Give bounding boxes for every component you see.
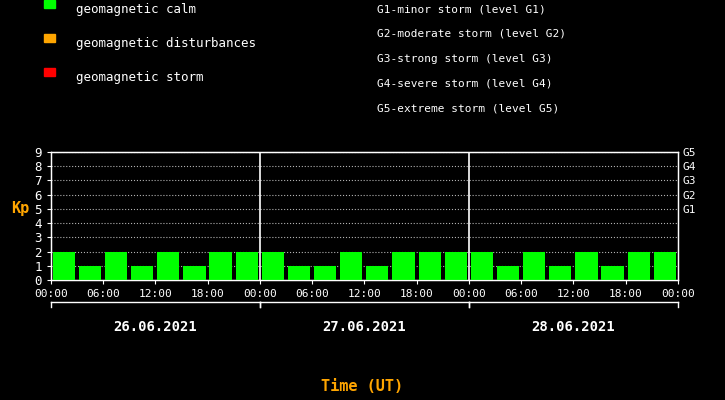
Text: G4-severe storm (level G4): G4-severe storm (level G4) [377, 78, 552, 88]
Bar [549, 266, 571, 280]
Y-axis label: Kp: Kp [11, 201, 30, 216]
Text: geomagnetic calm: geomagnetic calm [76, 3, 196, 16]
Bar [262, 252, 284, 280]
Bar [366, 266, 389, 280]
Text: G3-strong storm (level G3): G3-strong storm (level G3) [377, 54, 552, 64]
Bar [157, 252, 180, 280]
Bar [288, 266, 310, 280]
Bar [183, 266, 206, 280]
Bar [576, 252, 597, 280]
Bar [340, 252, 362, 280]
Bar [523, 252, 545, 280]
Text: 27.06.2021: 27.06.2021 [323, 320, 406, 334]
Bar [131, 266, 153, 280]
Bar [471, 252, 493, 280]
Text: 28.06.2021: 28.06.2021 [531, 320, 616, 334]
Text: Time (UT): Time (UT) [321, 379, 404, 394]
Text: geomagnetic storm: geomagnetic storm [76, 71, 204, 84]
Text: G1-minor storm (level G1): G1-minor storm (level G1) [377, 4, 546, 14]
Bar [314, 266, 336, 280]
Bar [654, 252, 676, 280]
Text: G2-moderate storm (level G2): G2-moderate storm (level G2) [377, 29, 566, 39]
Bar [602, 266, 624, 280]
Text: geomagnetic disturbances: geomagnetic disturbances [76, 37, 256, 50]
Bar [105, 252, 127, 280]
Bar [392, 252, 415, 280]
Text: G5-extreme storm (level G5): G5-extreme storm (level G5) [377, 103, 559, 113]
Bar [79, 266, 101, 280]
Bar [210, 252, 232, 280]
Bar [236, 252, 258, 280]
Bar [53, 252, 75, 280]
Bar [444, 252, 467, 280]
Bar [628, 252, 650, 280]
Bar [418, 252, 441, 280]
Bar [497, 266, 519, 280]
Text: 26.06.2021: 26.06.2021 [113, 320, 197, 334]
